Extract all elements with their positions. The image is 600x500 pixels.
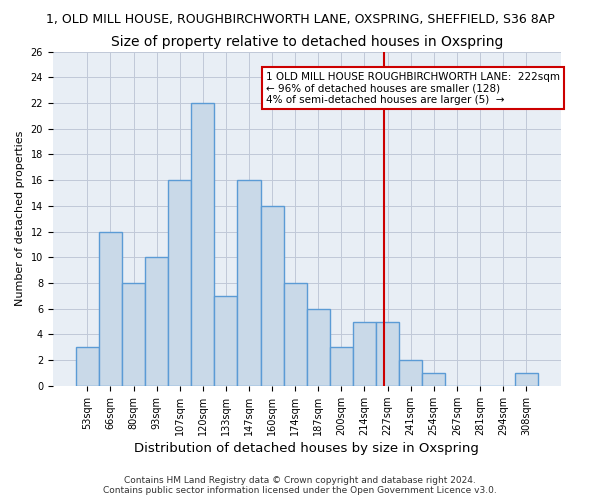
Text: 1, OLD MILL HOUSE, ROUGHBIRCHWORTH LANE, OXSPRING, SHEFFIELD, S36 8AP: 1, OLD MILL HOUSE, ROUGHBIRCHWORTH LANE,… — [46, 12, 554, 26]
Bar — [515, 373, 538, 386]
Title: Size of property relative to detached houses in Oxspring: Size of property relative to detached ho… — [110, 35, 503, 49]
Bar — [330, 348, 353, 386]
Bar — [214, 296, 238, 386]
Text: 1 OLD MILL HOUSE ROUGHBIRCHWORTH LANE:  222sqm
← 96% of detached houses are smal: 1 OLD MILL HOUSE ROUGHBIRCHWORTH LANE: 2… — [266, 72, 560, 105]
Bar — [422, 373, 445, 386]
Bar — [307, 308, 330, 386]
Bar — [99, 232, 122, 386]
X-axis label: Distribution of detached houses by size in Oxspring: Distribution of detached houses by size … — [134, 442, 479, 455]
Bar — [260, 206, 284, 386]
Bar — [122, 283, 145, 386]
Bar — [145, 258, 168, 386]
Bar — [238, 180, 260, 386]
Bar — [376, 322, 399, 386]
Y-axis label: Number of detached properties: Number of detached properties — [15, 131, 25, 306]
Bar — [76, 348, 99, 386]
Bar — [353, 322, 376, 386]
Text: Contains HM Land Registry data © Crown copyright and database right 2024.
Contai: Contains HM Land Registry data © Crown c… — [103, 476, 497, 495]
Bar — [191, 103, 214, 386]
Bar — [399, 360, 422, 386]
Bar — [284, 283, 307, 386]
Bar — [168, 180, 191, 386]
